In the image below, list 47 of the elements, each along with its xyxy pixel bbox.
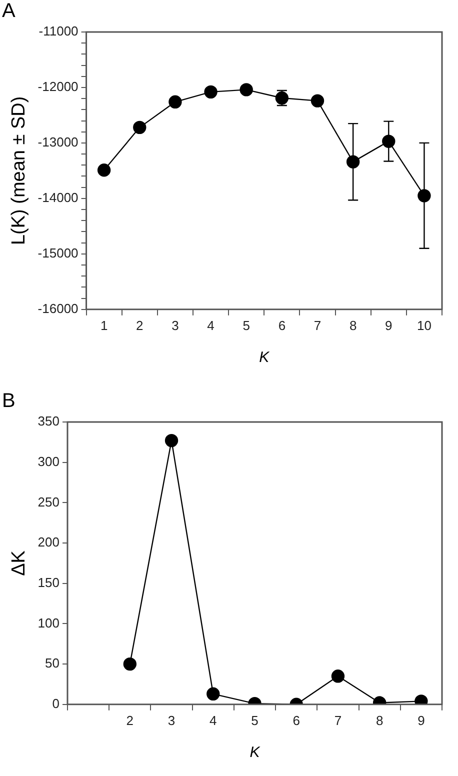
x-tick-label: 3 bbox=[172, 318, 179, 333]
y-tick-label: -15000 bbox=[38, 246, 78, 260]
y-tick-label: 100 bbox=[38, 615, 60, 630]
x-tick-label: 1 bbox=[100, 318, 108, 333]
y-tick-label: 200 bbox=[38, 534, 60, 550]
y-tick-label: 350 bbox=[38, 414, 60, 429]
x-tick-label: 5 bbox=[242, 318, 250, 333]
x-tick-label: 7 bbox=[334, 712, 342, 728]
point bbox=[168, 95, 182, 109]
point bbox=[97, 164, 111, 177]
y-tick-label: 0 bbox=[52, 696, 60, 711]
y-tick-label: -13000 bbox=[38, 134, 78, 150]
x-tick-label: 6 bbox=[292, 712, 300, 728]
point bbox=[310, 94, 324, 108]
x-tick-label: 10 bbox=[416, 318, 432, 333]
x-axis-title: K bbox=[259, 349, 270, 366]
x-tick-label: 4 bbox=[207, 318, 214, 333]
x-tick-label: 3 bbox=[168, 712, 176, 728]
x-tick-label: 5 bbox=[251, 712, 258, 728]
chart-title: A bbox=[2, 0, 16, 23]
point bbox=[164, 434, 178, 448]
x-tick-label: 6 bbox=[278, 318, 286, 333]
x-tick-label: 9 bbox=[418, 712, 425, 728]
point bbox=[204, 85, 218, 99]
y-tick-label: 50 bbox=[45, 656, 60, 671]
y-tick-label: 300 bbox=[38, 454, 60, 469]
x-tick-label: 2 bbox=[126, 712, 134, 728]
point bbox=[346, 155, 360, 168]
x-axis-title: K bbox=[250, 744, 261, 762]
chart-title: B bbox=[2, 390, 16, 413]
y-tick-label: -14000 bbox=[38, 190, 78, 206]
x-tick-label: 2 bbox=[136, 318, 144, 333]
x-tick-label: 7 bbox=[314, 318, 322, 333]
point bbox=[382, 134, 396, 148]
x-tick-label: 9 bbox=[385, 318, 392, 333]
y-tick-label: 250 bbox=[38, 494, 60, 510]
y-tick-label: -16000 bbox=[38, 300, 78, 316]
y-tick-label: 150 bbox=[38, 574, 60, 590]
y-axis-title: L(K) (mean ± SD) bbox=[8, 96, 30, 246]
point bbox=[240, 83, 253, 96]
y-axis-title: ΔK bbox=[8, 550, 30, 576]
x-tick-label: 8 bbox=[349, 318, 357, 333]
x-tick-label: 4 bbox=[210, 712, 217, 728]
point bbox=[133, 120, 146, 134]
x-tick-label: 8 bbox=[376, 712, 384, 728]
y-tick-label: -12000 bbox=[38, 79, 78, 94]
y-tick-label: -11000 bbox=[38, 24, 78, 39]
